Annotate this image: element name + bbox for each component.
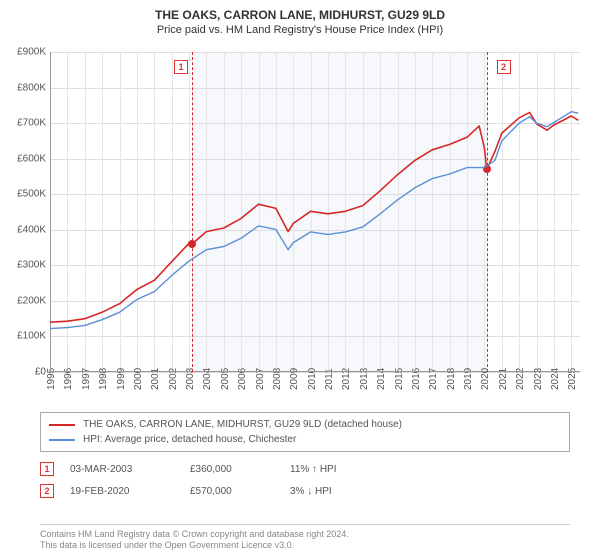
- y-axis-label: £100K: [17, 331, 50, 342]
- event-row-marker: 1: [40, 462, 54, 476]
- y-axis-label: £900K: [17, 47, 50, 58]
- y-axis-label: £700K: [17, 118, 50, 129]
- y-axis-label: £800K: [17, 82, 50, 93]
- events-list: 1 03-MAR-2003£360,00011% ↑ HPI 2 19-FEB-202…: [40, 458, 570, 502]
- legend-swatch: [49, 424, 75, 426]
- chart-title: THE OAKS, CARRON LANE, MIDHURST, GU29 9L…: [0, 0, 600, 22]
- event-delta: 11% ↑ HPI: [290, 464, 390, 475]
- event-price: £570,000: [190, 486, 290, 497]
- legend-row: HPI: Average price, detached house, Chic…: [49, 432, 561, 447]
- event-row: 1 03-MAR-2003£360,00011% ↑ HPI: [40, 458, 570, 480]
- y-axis-label: £200K: [17, 295, 50, 306]
- event-row-marker: 2: [40, 484, 54, 498]
- event-date: 03-MAR-2003: [70, 464, 190, 475]
- event-row: 2 19-FEB-2020£570,0003% ↓ HPI: [40, 480, 570, 502]
- y-axis-label: £300K: [17, 260, 50, 271]
- legend-row: THE OAKS, CARRON LANE, MIDHURST, GU29 9L…: [49, 417, 561, 432]
- footer-attribution: Contains HM Land Registry data © Crown c…: [40, 524, 570, 552]
- event-date: 19-FEB-2020: [70, 486, 190, 497]
- y-axis-label: £600K: [17, 153, 50, 164]
- legend-box: THE OAKS, CARRON LANE, MIDHURST, GU29 9L…: [40, 412, 570, 452]
- chart-plot-area: £0£100K£200K£300K£400K£500K£600K£700K£80…: [50, 52, 580, 372]
- y-axis-label: £500K: [17, 189, 50, 200]
- event-delta: 3% ↓ HPI: [290, 486, 390, 497]
- footer-line-2: This data is licensed under the Open Gov…: [40, 540, 570, 552]
- legend-label: THE OAKS, CARRON LANE, MIDHURST, GU29 9L…: [83, 419, 402, 430]
- chart-subtitle: Price paid vs. HM Land Registry's House …: [0, 22, 600, 36]
- chart-lines-svg: [50, 52, 580, 372]
- y-axis-label: £400K: [17, 224, 50, 235]
- legend-swatch: [49, 439, 75, 441]
- event-price: £360,000: [190, 464, 290, 475]
- legend-label: HPI: Average price, detached house, Chic…: [83, 434, 296, 445]
- footer-line-1: Contains HM Land Registry data © Crown c…: [40, 529, 570, 541]
- series-line: [50, 112, 578, 322]
